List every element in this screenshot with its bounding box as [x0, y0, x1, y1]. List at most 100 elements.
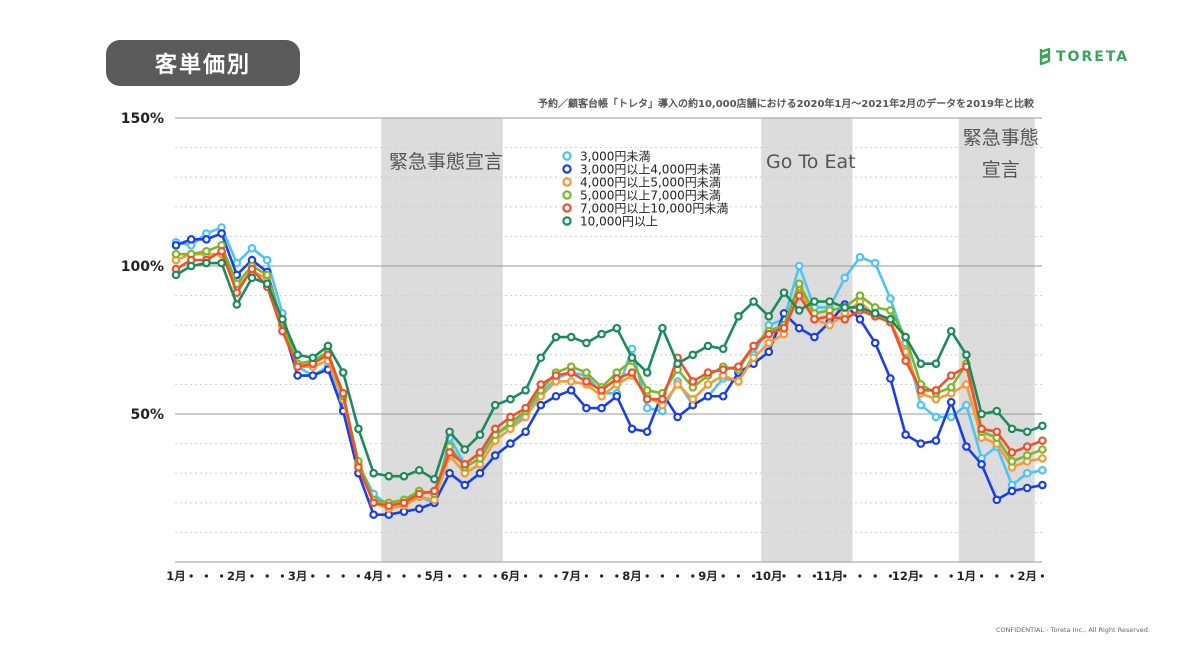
legend-label: 5,000円以上7,000円未満 — [580, 189, 721, 203]
data-point — [262, 270, 272, 280]
data-point — [217, 229, 226, 238]
data-point — [582, 377, 591, 386]
data-point — [445, 427, 454, 437]
data-point — [703, 341, 713, 351]
data-point — [171, 270, 181, 280]
x-tick-dot — [584, 574, 589, 578]
data-point — [414, 504, 424, 514]
data-point — [445, 468, 454, 478]
data-point — [962, 442, 971, 451]
highlight-band — [381, 118, 503, 562]
data-point — [870, 309, 880, 318]
data-point — [582, 403, 591, 413]
toreta-logo-icon — [1039, 48, 1051, 66]
data-point — [764, 329, 774, 339]
data-point — [566, 332, 576, 342]
data-point — [597, 329, 606, 339]
data-point — [855, 303, 865, 312]
data-point — [1038, 445, 1047, 454]
x-tick-dot — [676, 574, 680, 578]
x-tick-dot — [691, 574, 695, 578]
data-point — [779, 323, 789, 333]
data-point — [460, 480, 470, 490]
data-point — [627, 353, 637, 363]
series-line — [175, 252, 1043, 511]
data-point — [597, 403, 606, 413]
data-point — [278, 314, 287, 324]
x-tick-dot — [736, 574, 741, 578]
data-point — [506, 439, 515, 448]
series-line — [175, 226, 1043, 508]
series-line — [175, 232, 1043, 516]
data-point — [612, 323, 622, 333]
data-point — [551, 391, 561, 401]
x-tick-label: 9月 — [698, 569, 718, 583]
data-point — [202, 246, 211, 256]
x-tick-label: 11月 — [816, 569, 844, 583]
data-point — [490, 424, 500, 434]
data-point — [475, 468, 485, 478]
data-point — [855, 291, 865, 300]
data-point — [658, 323, 667, 333]
x-tick-dot — [448, 574, 452, 578]
data-point — [946, 383, 956, 392]
data-point — [642, 386, 652, 395]
data-point — [354, 462, 363, 472]
data-point — [749, 353, 758, 363]
data-point — [308, 353, 318, 363]
band-label: 宣言 — [982, 159, 1020, 181]
data-point — [430, 486, 439, 496]
data-point — [855, 252, 865, 262]
data-point — [354, 424, 363, 434]
data-point — [718, 344, 728, 354]
data-point — [171, 240, 181, 250]
data-point — [1022, 427, 1032, 437]
data-point — [566, 377, 576, 386]
x-tick-dot — [493, 574, 497, 578]
brand-logo: TORETA — [1038, 48, 1129, 66]
data-point — [293, 350, 302, 360]
legend-label: 3,000円未満 — [580, 150, 650, 164]
data-point — [202, 258, 211, 268]
data-point — [886, 306, 895, 315]
data-point — [369, 510, 378, 519]
data-point — [931, 412, 941, 422]
data-point — [688, 377, 698, 386]
data-point — [369, 468, 378, 478]
x-tick-dot — [356, 574, 360, 578]
band-label: 緊急事態 — [963, 127, 1039, 149]
data-point — [384, 471, 394, 481]
data-point — [749, 297, 758, 306]
data-point — [703, 380, 713, 389]
x-tick-label: 2月 — [1017, 569, 1037, 583]
data-point — [977, 424, 986, 434]
data-point — [825, 312, 834, 321]
data-point — [886, 294, 895, 303]
data-point — [171, 249, 181, 259]
x-tick-label: 5月 — [425, 569, 445, 583]
data-point — [506, 394, 515, 404]
x-tick-dot — [980, 574, 984, 578]
data-point — [688, 394, 698, 404]
x-tick-dot — [341, 574, 345, 578]
x-tick-dot — [995, 574, 999, 578]
legend-label: 7,000円以上10,000円未満 — [580, 202, 728, 216]
data-point — [566, 368, 576, 377]
x-tick-dot — [539, 574, 543, 578]
data-point — [855, 314, 865, 324]
x-tick-dot — [463, 574, 467, 578]
data-point — [946, 371, 956, 380]
x-tick-dot — [554, 574, 558, 578]
data-point — [658, 394, 667, 404]
data-point — [521, 427, 530, 437]
data-point — [232, 300, 242, 309]
data-point — [247, 273, 257, 283]
data-point — [1038, 436, 1047, 445]
x-tick-dot — [919, 574, 923, 578]
data-point — [642, 368, 652, 377]
data-point — [886, 314, 895, 324]
x-tick-dot — [402, 574, 406, 578]
brand-name: TORETA — [1056, 49, 1130, 65]
data-point — [962, 380, 971, 389]
